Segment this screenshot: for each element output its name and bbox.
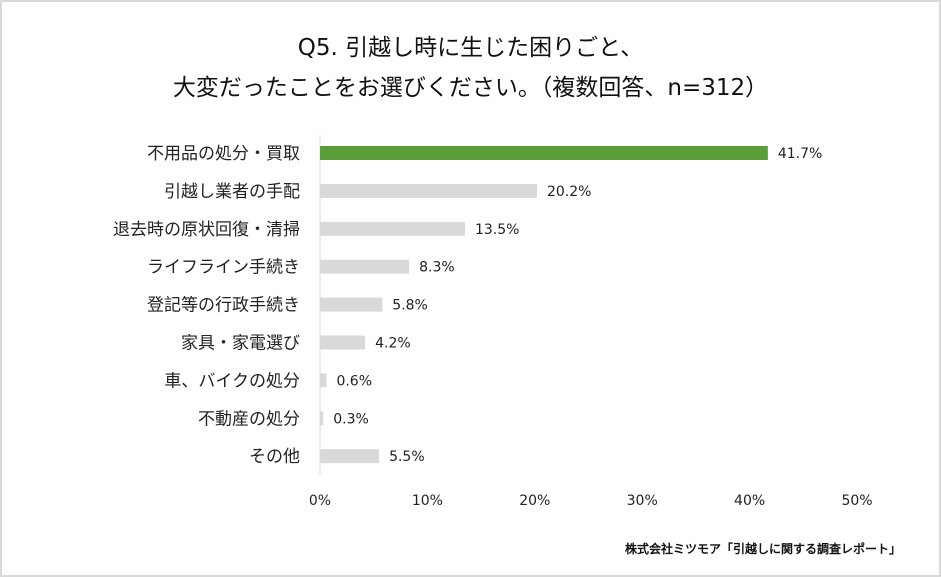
x-tick-label: 30% (627, 493, 658, 509)
data-label: 20.2% (547, 184, 591, 200)
bar (320, 335, 366, 350)
category-label: 不動産の処分 (198, 409, 300, 429)
data-label: 0.6% (336, 373, 372, 389)
chart-title-line-1: Q5. 引越し時に生じた困りごと、 (297, 35, 644, 61)
x-tick-label: 20% (519, 493, 550, 509)
data-label: 5.5% (389, 449, 425, 465)
source-note: 株式会社ミツモア「引越しに関する調査レポート」 (624, 542, 901, 556)
data-label: 41.7% (778, 146, 822, 162)
bar (320, 146, 768, 160)
data-label: 13.5% (475, 222, 519, 238)
x-tick-label: 0% (309, 493, 331, 509)
x-tick-label: 10% (412, 493, 443, 509)
data-label: 8.3% (419, 260, 455, 276)
x-tick-label: 50% (841, 493, 872, 509)
chart-title-line-2: 大変だったことをお選びください。（複数回答、n=312） (172, 75, 769, 101)
data-label: 5.8% (392, 298, 428, 314)
category-label: ライフライン手続き (147, 258, 300, 278)
bar (320, 221, 465, 236)
bar (320, 259, 410, 274)
bar (320, 373, 327, 388)
bar (320, 411, 324, 426)
category-label: 登記等の行政手続き (147, 296, 300, 316)
category-label: 退去時の原状回復・清掃 (113, 220, 300, 240)
data-label: 0.3% (333, 411, 369, 427)
bar (320, 449, 380, 464)
category-label: 家具・家電選び (181, 334, 300, 354)
bar (320, 183, 537, 198)
category-label: その他 (249, 447, 300, 467)
data-label: 4.2% (375, 336, 411, 352)
x-tick-label: 40% (734, 493, 765, 509)
bar (320, 297, 383, 312)
category-label: 不用品の処分・買取 (147, 144, 300, 164)
category-label: 引越し業者の手配 (164, 182, 300, 202)
category-label: 車、バイクの処分 (164, 371, 300, 391)
